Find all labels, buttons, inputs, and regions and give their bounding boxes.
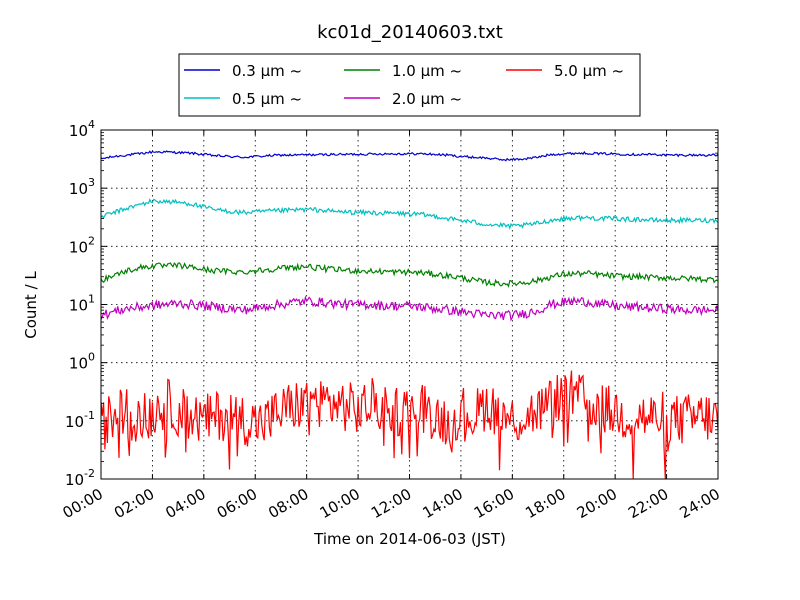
series-line — [100, 150, 719, 162]
x-tick-label: 16:00 — [471, 485, 517, 522]
series-line — [100, 295, 719, 322]
legend: 0.3 μm ~ 0.5 μm ~ 1.0 μm ~ 2.0 μm ~ 5.0 μm ~ — [178, 53, 641, 117]
legend-label: 0.3 μm ~ — [232, 62, 302, 80]
x-tick-label: 00:00 — [60, 485, 106, 522]
y-tick-label: 104 — [69, 118, 95, 140]
y-tick-exponent: 0 — [88, 351, 95, 364]
y-tick-label: 10-2 — [65, 467, 95, 489]
axis-ticks — [100, 129, 719, 480]
series-line — [100, 262, 719, 288]
y-tick-exponent: 3 — [88, 176, 95, 189]
legend-box — [178, 53, 641, 117]
y-axis-label: Count / L — [22, 271, 40, 339]
legend-label: 1.0 μm ~ — [392, 62, 462, 80]
legend-label: 0.5 μm ~ — [232, 90, 302, 108]
y-tick-exponent: 1 — [88, 293, 95, 306]
y-tick-label: 10-1 — [65, 409, 95, 431]
x-tick-label: 02:00 — [111, 485, 157, 522]
x-tick-label: 14:00 — [419, 485, 465, 522]
y-tick-exponent: -2 — [84, 467, 95, 480]
y-tick-label: 102 — [69, 234, 95, 256]
y-tick-exponent: 2 — [88, 234, 95, 247]
x-tick-label: 04:00 — [162, 485, 208, 522]
x-tick-label: 24:00 — [677, 485, 723, 522]
x-tick-label: 06:00 — [214, 485, 260, 522]
chart-title: kc01d_20140603.txt — [317, 22, 503, 43]
x-tick-labels: 00:00 02:00 04:00 06:00 08:00 10:00 12:00 14:00… — [60, 485, 723, 522]
series-line — [100, 198, 719, 230]
legend-label: 2.0 μm ~ — [392, 90, 462, 108]
x-axis-label: Time on 2014-06-03 (JST) — [313, 530, 506, 548]
y-tick-exponent: 4 — [88, 118, 95, 131]
y-tick-label: 101 — [69, 293, 95, 315]
x-tick-label: 12:00 — [368, 485, 414, 522]
series-line — [100, 370, 719, 480]
x-tick-label: 10:00 — [317, 485, 363, 522]
x-tick-label: 18:00 — [522, 485, 568, 522]
y-tick-exponent: -1 — [84, 409, 95, 422]
legend-label: 5.0 μm ~ — [554, 62, 624, 80]
x-tick-label: 20:00 — [574, 485, 620, 522]
x-tick-label: 08:00 — [265, 485, 311, 522]
y-tick-label: 100 — [69, 351, 95, 373]
series-lines — [100, 150, 719, 480]
x-tick-label: 22:00 — [625, 485, 671, 522]
y-tick-label: 103 — [69, 176, 95, 198]
